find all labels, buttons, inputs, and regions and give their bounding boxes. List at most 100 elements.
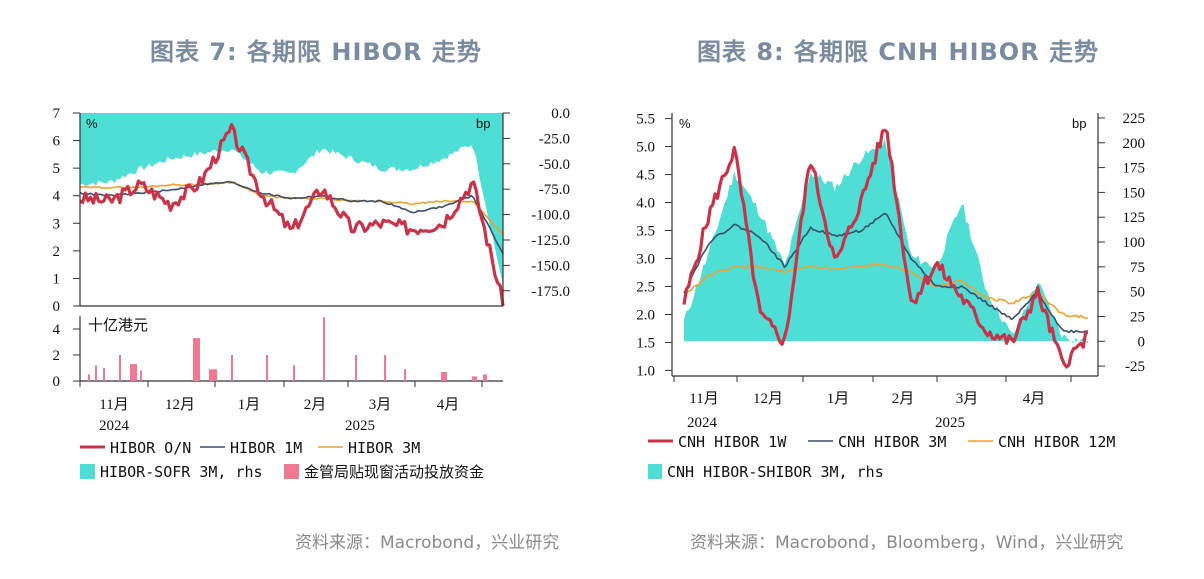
left-tick: 4.0 [636, 196, 655, 212]
chart7-hibor: 7 6 5 4 3 2 1 0 0.0 -25.0 -50.0 -75.0 -100.0 -125.0 -1… [53, 106, 571, 481]
x-month: 11月 [689, 391, 718, 407]
legend-item: 金管局贴现窗活动投放资金 [304, 463, 484, 481]
left-tick: 4.5 [636, 168, 655, 184]
x-month: 4月 [437, 397, 460, 413]
bar [355, 355, 357, 381]
right-tick: 125 [1123, 210, 1146, 226]
left-tick: 3 [53, 216, 61, 232]
right-tick: -25 [1125, 359, 1145, 375]
series-line-1 [683, 212, 1088, 334]
chart8-cnh-hibor: 5.5 5.0 4.5 4.0 3.5 3.0 2.5 2.0 1.5 1.0 225 200 175 1… [636, 111, 1146, 481]
chart7-source: 资料来源：Macrobond，兴业研究 [295, 533, 560, 553]
right-tick: -25.0 [539, 131, 570, 147]
bar [231, 355, 233, 381]
right-tick: 200 [1123, 136, 1146, 152]
bar [323, 317, 325, 381]
legend-item: HIBOR O/N [110, 439, 191, 457]
x-month: 1月 [238, 397, 261, 413]
left-tick: 4 [53, 189, 61, 205]
bar [472, 376, 477, 381]
svg-text:2024: 2024 [99, 418, 130, 434]
left-tick: 2.5 [636, 279, 655, 295]
series-line-0 [682, 128, 1089, 369]
right-tick: 50 [1130, 285, 1145, 301]
left-tick: 3.0 [636, 251, 655, 267]
lower-unit: 十亿港元 [88, 316, 148, 334]
right-tick: 0 [1138, 334, 1146, 350]
x-month: 12月 [753, 391, 783, 407]
bar [293, 365, 295, 381]
series-line-1 [79, 180, 504, 255]
chart8-source: 资料来源：Macrobond，Bloomberg，Wind，兴业研究 [690, 533, 1124, 553]
right-tick: 25 [1130, 309, 1145, 325]
hibor-sofr-area [80, 113, 503, 284]
x-month: 2月 [304, 397, 327, 413]
left-tick: 5 [53, 161, 61, 177]
left-tick: 0 [53, 299, 61, 315]
left-tick: 2.0 [636, 307, 655, 323]
bar [130, 364, 137, 381]
right-tick: -75.0 [539, 182, 570, 198]
legend-item: HIBOR 3M [348, 439, 420, 457]
legend-item: HIBOR 1M [230, 439, 302, 457]
cnh-shibor-area [684, 138, 1088, 344]
chart8-title: 图表 8: 各期限 CNH HIBOR 走势 [697, 38, 1100, 66]
legend-item: HIBOR-SOFR 3M, rhs [100, 463, 263, 481]
left-tick: 6 [53, 134, 61, 150]
right-tick: -150.0 [531, 258, 570, 274]
right-tick: 150 [1123, 185, 1146, 201]
bar [404, 369, 406, 381]
left-tick: 2 [53, 244, 61, 260]
svg-text:2024: 2024 [687, 415, 718, 431]
left-tick: 1 [53, 271, 61, 287]
right-tick: 225 [1123, 111, 1146, 127]
bar [103, 368, 105, 381]
svg-text:0: 0 [53, 374, 61, 390]
x-month: 11月 [99, 397, 128, 413]
right-tick: -50.0 [539, 157, 570, 173]
svg-text:2: 2 [53, 348, 61, 364]
bar [384, 355, 386, 381]
legend-item: CNH HIBOR 1W [678, 433, 787, 451]
bar [193, 338, 200, 381]
right-unit: bp [476, 116, 490, 131]
x-month: 3月 [369, 397, 392, 413]
x-month: 1月 [827, 391, 850, 407]
bar [209, 369, 217, 381]
x-month: 2月 [892, 391, 915, 407]
right-tick: -125.0 [531, 233, 570, 249]
bar [95, 365, 97, 381]
legend-item: CNH HIBOR 12M [998, 433, 1115, 451]
legend-item: CNH HIBOR 3M [838, 433, 946, 451]
right-tick: 75 [1130, 260, 1145, 276]
right-tick: 175 [1123, 161, 1146, 177]
bar [119, 355, 121, 381]
x-month: 12月 [165, 397, 195, 413]
left-tick: 5.5 [636, 112, 655, 128]
right-tick: -175.0 [531, 284, 570, 300]
svg-text:2025: 2025 [345, 418, 375, 434]
bar [441, 371, 447, 381]
left-unit: % [86, 116, 98, 131]
left-tick: 1.0 [636, 363, 655, 379]
bar [88, 374, 90, 381]
left-tick: 1.5 [636, 335, 655, 351]
right-tick: -100.0 [531, 208, 570, 224]
series-line-0 [79, 123, 505, 307]
bar [266, 355, 268, 381]
left-tick: 3.5 [636, 224, 655, 240]
left-unit: % [679, 116, 691, 131]
right-tick: 100 [1123, 235, 1146, 251]
bar [483, 374, 487, 381]
left-tick: 7 [53, 106, 61, 122]
right-unit: bp [1072, 116, 1086, 131]
chart7-title: 图表 7: 各期限 HIBOR 走势 [150, 38, 482, 66]
x-month: 4月 [1023, 391, 1046, 407]
left-tick: 5.0 [636, 140, 655, 156]
legend-item: CNH HIBOR-SHIBOR 3M, rhs [667, 463, 884, 481]
svg-text:4: 4 [53, 322, 61, 338]
bar [140, 370, 142, 381]
x-month: 3月 [956, 391, 979, 407]
right-tick: 0.0 [551, 106, 570, 122]
svg-text:2025: 2025 [935, 415, 965, 431]
